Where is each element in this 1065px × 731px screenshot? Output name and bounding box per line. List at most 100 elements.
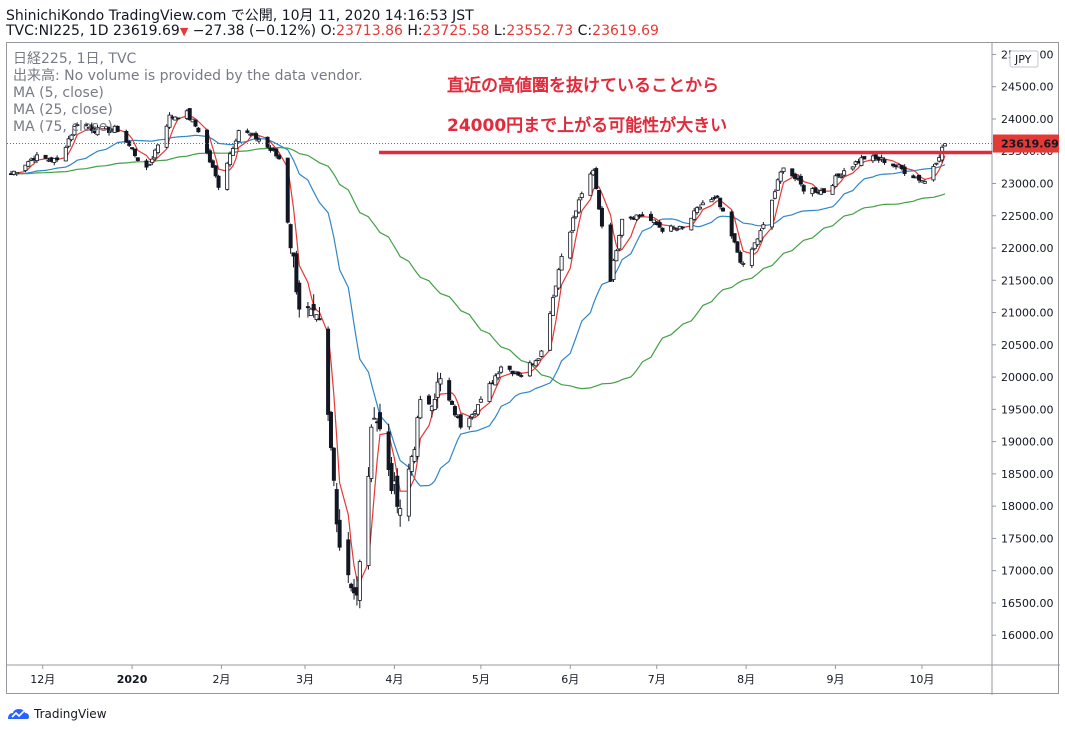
candle bbox=[349, 582, 354, 592]
candle-body bbox=[674, 228, 679, 231]
candle-body bbox=[830, 185, 835, 195]
candle-body bbox=[130, 147, 135, 150]
currency-badge bbox=[1009, 50, 1039, 68]
candle bbox=[334, 482, 339, 533]
candle-body bbox=[798, 175, 803, 185]
candle-body bbox=[487, 383, 492, 402]
candle-body bbox=[458, 414, 463, 428]
candle bbox=[265, 136, 270, 149]
candle-body bbox=[648, 213, 653, 222]
price-tick-label: 20500.00 bbox=[1001, 339, 1054, 352]
candle-body bbox=[415, 417, 420, 457]
candle-body bbox=[752, 242, 757, 250]
candle bbox=[842, 167, 847, 177]
candle bbox=[389, 456, 394, 495]
time-axis: 12月 2020 2月 3月 4月 5月 6月 7月 8月 9月 10月 bbox=[7, 664, 1060, 686]
price-chart[interactable]: 25000.0024500.0024000.0023500.0023000.00… bbox=[7, 43, 1060, 695]
candle-body bbox=[778, 171, 783, 182]
candle bbox=[63, 145, 68, 162]
candle bbox=[254, 131, 259, 142]
candle bbox=[539, 349, 544, 358]
candle-body bbox=[741, 262, 746, 265]
candle bbox=[285, 157, 290, 224]
candle-body bbox=[369, 426, 374, 479]
candle-body bbox=[902, 166, 907, 174]
candle bbox=[519, 372, 524, 378]
tradingview-brand: TradingView bbox=[34, 707, 107, 721]
candle bbox=[187, 108, 192, 121]
candle-body bbox=[254, 133, 259, 140]
price-axis: 25000.0024500.0024000.0023500.0023000.00… bbox=[991, 43, 1059, 695]
candle bbox=[346, 532, 351, 583]
candle bbox=[245, 128, 250, 134]
price-change: −27.38 (−0.12%) bbox=[192, 23, 317, 39]
candle bbox=[718, 197, 723, 210]
annotation-line-1: 直近の高値圏を抜けていることから bbox=[447, 75, 719, 96]
candle bbox=[553, 285, 558, 298]
price-tick-label: 20000.00 bbox=[1001, 371, 1054, 384]
candle-body bbox=[63, 146, 68, 162]
candle bbox=[793, 172, 798, 182]
candle-body bbox=[862, 156, 867, 160]
candle bbox=[406, 463, 411, 522]
tradingview-footer[interactable]: TradingView bbox=[6, 705, 107, 723]
candle bbox=[712, 195, 717, 201]
candle-body bbox=[193, 119, 198, 127]
candle-body bbox=[697, 206, 702, 210]
annotation-line-2: 24000円まで上がる可能性が大きい bbox=[447, 115, 727, 136]
candle-body bbox=[533, 360, 538, 367]
candle-body bbox=[842, 170, 847, 176]
candle bbox=[75, 122, 80, 127]
last-price-tag bbox=[993, 134, 1059, 153]
candle bbox=[879, 154, 884, 163]
candle-body bbox=[568, 231, 573, 259]
chart-frame[interactable]: 25000.0024500.0024000.0023500.0023000.00… bbox=[6, 42, 1060, 695]
price-tick-label: 19500.00 bbox=[1001, 403, 1054, 416]
candle-body bbox=[297, 282, 302, 310]
candle-body bbox=[156, 144, 161, 154]
candle-body bbox=[311, 303, 316, 311]
candle bbox=[781, 167, 786, 174]
candle-body bbox=[265, 136, 270, 148]
candle bbox=[288, 223, 293, 254]
price-tick-label: 17000.00 bbox=[1001, 565, 1054, 578]
candle bbox=[193, 119, 198, 128]
candle-body bbox=[718, 197, 723, 208]
time-tick-label: 2月 bbox=[212, 673, 230, 686]
candle bbox=[499, 365, 504, 374]
candle bbox=[311, 294, 316, 318]
candle bbox=[294, 250, 299, 295]
candle bbox=[556, 267, 561, 290]
candle-body bbox=[277, 155, 282, 160]
candle-body bbox=[213, 165, 218, 177]
candle-body bbox=[576, 199, 581, 213]
candle-body bbox=[550, 297, 555, 316]
candle bbox=[934, 162, 939, 166]
candle bbox=[377, 403, 382, 432]
candle bbox=[873, 153, 878, 162]
candle-body bbox=[317, 318, 322, 321]
candle-body bbox=[712, 197, 717, 199]
candle bbox=[305, 301, 310, 318]
candle bbox=[277, 153, 282, 160]
price-tick-label: 24000.00 bbox=[1001, 113, 1054, 126]
candle bbox=[798, 173, 803, 187]
candle-body bbox=[23, 164, 28, 171]
candle bbox=[882, 157, 887, 165]
candle-body bbox=[256, 139, 261, 142]
price-tick-label: 18000.00 bbox=[1001, 500, 1054, 513]
candle-body bbox=[386, 431, 391, 470]
low-label: L: bbox=[493, 23, 507, 39]
candle-body bbox=[398, 508, 403, 516]
candle-body bbox=[228, 153, 233, 166]
candle bbox=[902, 164, 907, 177]
price-tick-label: 23000.00 bbox=[1001, 178, 1054, 191]
annotation-layer: 直近の高値圏を抜けていることから 24000円まで上がる可能性が大きい bbox=[7, 75, 992, 155]
candle bbox=[697, 204, 702, 211]
candle-body bbox=[124, 130, 129, 143]
candle bbox=[230, 146, 235, 156]
candle-body bbox=[821, 188, 826, 193]
candle bbox=[426, 393, 431, 405]
candle-body bbox=[164, 125, 169, 148]
candle bbox=[369, 424, 374, 483]
